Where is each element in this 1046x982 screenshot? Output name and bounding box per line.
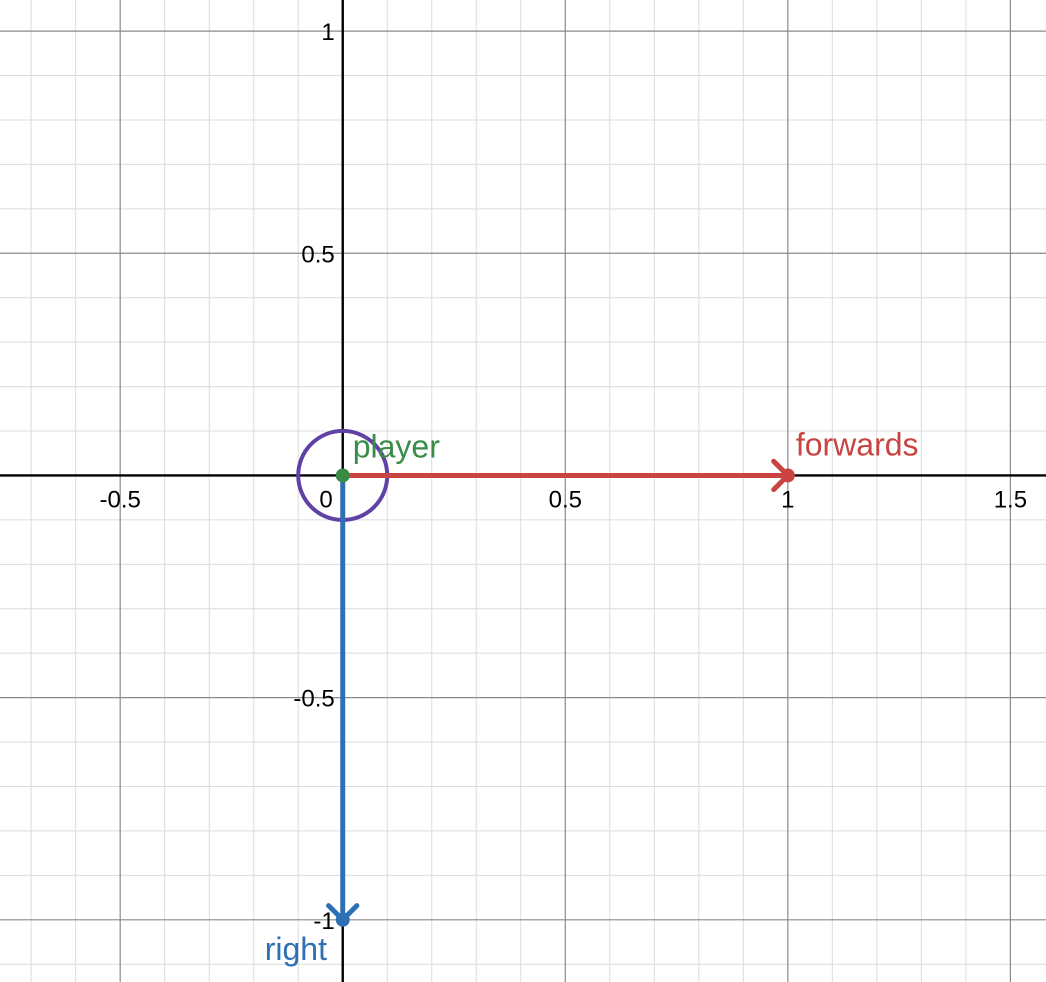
forwards-endpoint (780, 468, 795, 483)
forwards-label: forwards (796, 426, 919, 462)
y-tick-label: -1 (313, 908, 334, 935)
x-tick-label: 0.5 (549, 486, 582, 513)
x-tick-label: 0 (319, 486, 332, 513)
x-tick-label: -0.5 (99, 486, 140, 513)
y-tick-label: 1 (321, 19, 334, 46)
x-tick-label: 1.5 (994, 486, 1027, 513)
x-tick-label: 1 (781, 486, 794, 513)
tick-labels: -0.5 0 0.5 1 1.5 1 0.5 -0.5 -1 (99, 19, 1027, 935)
right-endpoint (335, 912, 350, 927)
y-tick-label: -0.5 (293, 686, 334, 713)
player-point (335, 468, 350, 483)
player-label: player (353, 428, 441, 464)
y-tick-label: 0.5 (301, 241, 334, 268)
right-label: right (265, 931, 327, 967)
plotted-objects (296, 428, 795, 927)
object-labels: forwards right player (265, 426, 919, 966)
